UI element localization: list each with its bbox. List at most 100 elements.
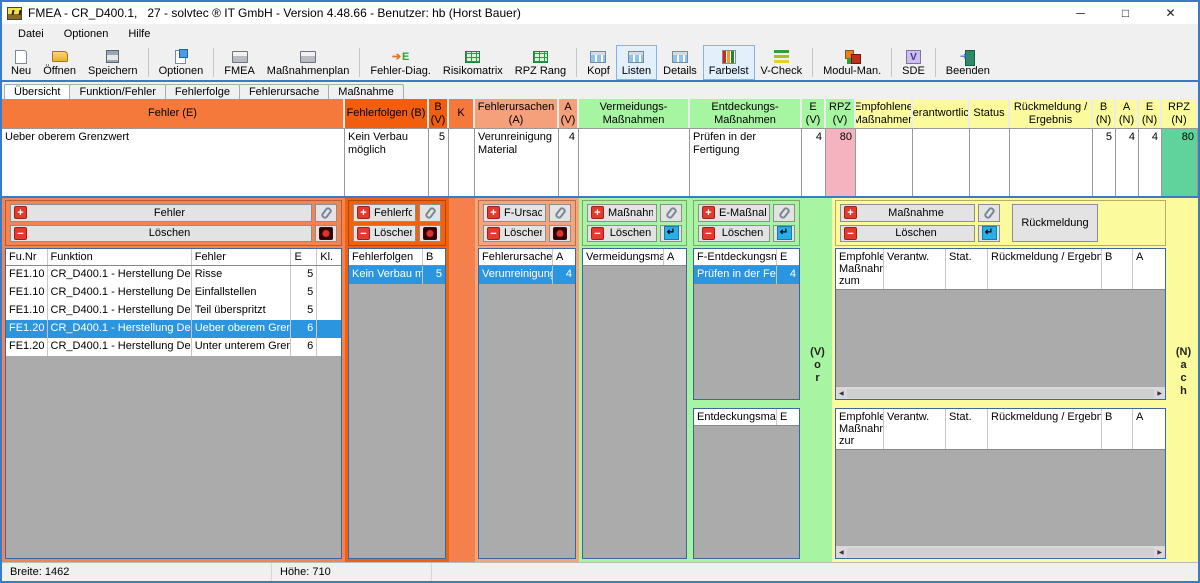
cell-vermeidung[interactable]: [579, 129, 690, 196]
toolbar-button-massnahmenplan[interactable]: Maßnahmenplan: [261, 45, 356, 80]
table-row[interactable]: FE1.10 CR_D400.1 - Herstellung Deckel...…: [6, 266, 341, 285]
toolbar-button-oeffnen[interactable]: Öffnen: [37, 45, 82, 80]
table-row-selected[interactable]: Kein Verbau mö... 5: [349, 266, 445, 285]
col-status[interactable]: Stat.: [946, 249, 988, 290]
add-fehlerfolge-button[interactable]: + Fehlerfolge: [353, 204, 416, 222]
col-status[interactable]: Stat.: [946, 409, 988, 450]
tab-uebersicht[interactable]: Übersicht: [4, 84, 71, 99]
scrollbar-track[interactable]: [846, 547, 1155, 557]
scrollbar-track[interactable]: [846, 388, 1155, 398]
cell-k[interactable]: [449, 129, 475, 196]
col-f-entdeckungsmassnahme[interactable]: F-Entdeckungsmaß: [694, 249, 777, 266]
attach-e-massnahme-button[interactable]: [773, 204, 795, 222]
col-b[interactable]: B: [1102, 249, 1133, 290]
table-row-selected[interactable]: Prüfen in der Ferti... 4: [694, 266, 799, 285]
maximize-button[interactable]: □: [1121, 6, 1130, 20]
col-e[interactable]: E: [780, 251, 788, 263]
attach-fehlerfolge-button[interactable]: [419, 204, 441, 222]
cell-fehler[interactable]: Ueber oberem Grenzwert: [2, 129, 345, 196]
toolbar-button-optionen[interactable]: Optionen: [153, 45, 210, 80]
scroll-right-icon[interactable]: ▶: [1157, 390, 1162, 397]
col-entdeckungsmassnahme[interactable]: Entdeckungsmaßna: [694, 409, 777, 426]
cell-b-n[interactable]: 5: [1093, 129, 1116, 196]
toolbar-button-modul-man[interactable]: Modul-Man.: [817, 45, 887, 80]
delete-e-massnahme-button[interactable]: − Löschen: [698, 224, 770, 242]
col-kl[interactable]: Kl.: [320, 251, 334, 263]
col-a[interactable]: A: [1136, 251, 1144, 263]
col-a[interactable]: A: [667, 251, 675, 263]
col-verantwortlich[interactable]: Verantw.: [884, 249, 946, 290]
attach-fehler-button[interactable]: [315, 204, 337, 222]
col-a[interactable]: A: [1136, 411, 1144, 423]
menu-datei[interactable]: Datei: [18, 28, 44, 40]
toolbar-button-sde[interactable]: SDE: [896, 45, 931, 80]
attach-n-massnahme-button[interactable]: [978, 204, 1000, 222]
col-vermeidungsmassnahme[interactable]: Vermeidungsmaßna: [583, 249, 664, 266]
toolbar-button-fehler-diag[interactable]: Fehler-Diag.: [364, 45, 437, 80]
horizontal-scrollbar[interactable]: ◀ ▶: [836, 545, 1165, 558]
add-v-massnahme-button[interactable]: + Maßnahme: [587, 204, 657, 222]
cell-entdeckung[interactable]: Prüfen in der Fertigung: [690, 129, 802, 196]
toolbar-button-beenden[interactable]: Beenden: [940, 45, 996, 80]
col-fehlerfolgen[interactable]: Fehlerfolgen: [349, 249, 423, 266]
attach-v-massnahme-button[interactable]: [660, 204, 682, 222]
toolbar-button-rpz-rang[interactable]: RPZ Rang: [509, 45, 572, 80]
col-empfohlene-massnahme[interactable]: Empfohlen Maßnahme zur: [836, 409, 884, 450]
menu-optionen[interactable]: Optionen: [63, 28, 109, 40]
goto-n-massnahme-button[interactable]: ↵: [978, 224, 1000, 242]
col-empfohlene-massnahme[interactable]: Empfohlen Maßnahme zum: [836, 249, 884, 290]
toolbar-button-fmea[interactable]: FMEA: [218, 45, 261, 80]
toolbar-button-details[interactable]: Details: [657, 45, 703, 80]
cell-a-n[interactable]: 4: [1116, 129, 1139, 196]
add-e-massnahme-button[interactable]: + E-Maßnahme: [698, 204, 770, 222]
add-n-massnahme-button[interactable]: + Maßnahme: [840, 204, 975, 222]
add-fehler-button[interactable]: + Fehler: [10, 204, 312, 222]
table-row[interactable]: FE1.10 CR_D400.1 - Herstellung Deckel...…: [6, 302, 341, 321]
cell-b-v[interactable]: 5: [429, 129, 449, 196]
col-e[interactable]: E: [291, 249, 318, 266]
menu-hilfe[interactable]: Hilfe: [128, 28, 151, 40]
col-a[interactable]: A: [556, 251, 564, 263]
rueckmeldung-button[interactable]: Rückmeldung: [1012, 204, 1098, 242]
goto-v-massnahme-button[interactable]: ↵: [660, 224, 682, 242]
scroll-left-icon[interactable]: ◀: [839, 549, 844, 556]
cell-a-v[interactable]: 4: [559, 129, 579, 196]
cell-fehlerursache[interactable]: Verunreinigung Material: [475, 129, 559, 196]
cell-status[interactable]: [970, 129, 1010, 196]
scroll-right-icon[interactable]: ▶: [1157, 549, 1162, 556]
table-row-selected[interactable]: FE1.20 CR_D400.1 - Herstellung Deckel...…: [6, 320, 341, 339]
col-fehlerursachen[interactable]: Fehlerursachen: [479, 249, 553, 266]
toolbar-button-risikomatrix[interactable]: Risikomatrix: [437, 45, 509, 80]
tab-fehlerursache[interactable]: Fehlerursache: [238, 84, 330, 99]
tab-massnahme[interactable]: Maßnahme: [328, 84, 404, 99]
delete-f-ursache-button[interactable]: − Löschen: [483, 224, 546, 242]
cell-e-v[interactable]: 4: [802, 129, 826, 196]
col-rueckmeldung[interactable]: Rückmeldung / Ergebnis: [988, 409, 1102, 450]
cell-e-n[interactable]: 4: [1139, 129, 1162, 196]
table-row[interactable]: FE1.10 CR_D400.1 - Herstellung Deckel...…: [6, 284, 341, 303]
scroll-left-icon[interactable]: ◀: [839, 390, 844, 397]
delete-confirm-f-ursache-button[interactable]: [549, 224, 571, 242]
attach-f-ursache-button[interactable]: [549, 204, 571, 222]
col-rueckmeldung[interactable]: Rückmeldung / Ergebnis: [988, 249, 1102, 290]
minimize-button[interactable]: ─: [1076, 6, 1085, 20]
col-fehler[interactable]: Fehler: [192, 249, 292, 266]
toolbar-button-farbelst[interactable]: Farbelst: [702, 45, 755, 80]
col-e[interactable]: E: [780, 411, 788, 423]
close-button[interactable]: ✕: [1165, 6, 1176, 20]
col-b[interactable]: B: [426, 251, 434, 263]
goto-e-massnahme-button[interactable]: ↵: [773, 224, 795, 242]
delete-confirm-fehler-button[interactable]: [315, 224, 337, 242]
table-row-selected[interactable]: Verunreinigung ... 4: [479, 266, 575, 285]
cell-empfohlene[interactable]: [856, 129, 913, 196]
cell-fehlerfolge[interactable]: Kein Verbau möglich: [345, 129, 429, 196]
col-verantwortlich[interactable]: Verantw.: [884, 409, 946, 450]
cell-rpz-v[interactable]: 80: [826, 129, 856, 196]
horizontal-scrollbar[interactable]: ◀ ▶: [836, 386, 1165, 399]
col-funr[interactable]: Fu.Nr: [6, 249, 48, 266]
delete-fehler-button[interactable]: − Löschen: [10, 224, 312, 242]
toolbar-button-v-check[interactable]: V-Check: [755, 45, 809, 80]
tab-fehlerfolge[interactable]: Fehlerfolge: [164, 84, 240, 99]
toolbar-button-speichern[interactable]: Speichern: [82, 45, 144, 80]
delete-confirm-fehlerfolge-button[interactable]: [419, 224, 441, 242]
